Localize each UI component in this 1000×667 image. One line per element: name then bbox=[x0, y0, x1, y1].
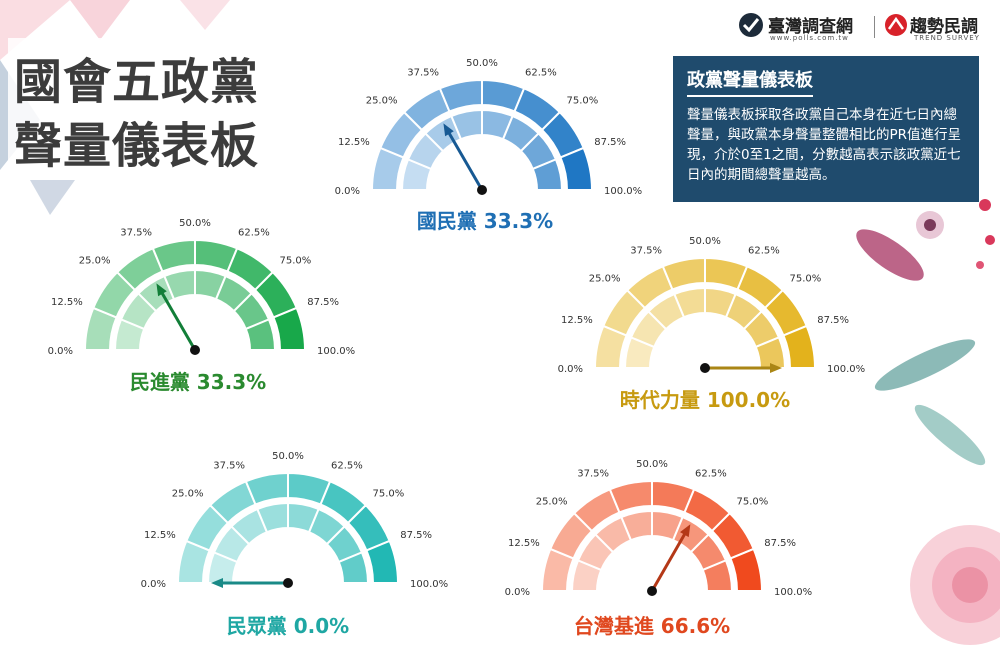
gauge-inner-segment bbox=[244, 318, 277, 351]
gauge-0: 0.0% 12.5% 25.0% 37.5% 50.0% 62.5% 75.0% 87.5% 1… bbox=[335, 58, 643, 197]
gauge-tick-label: 25.0% bbox=[79, 255, 111, 266]
logo-trend-sub: TREND SURVEY bbox=[914, 34, 980, 42]
gauge-tick-label: 100.0% bbox=[410, 579, 448, 590]
gauge-tick-label: 25.0% bbox=[589, 273, 621, 284]
gauge-needle bbox=[159, 289, 197, 351]
gauge-inner-segment bbox=[531, 158, 564, 191]
gauge-tick-label: 50.0% bbox=[466, 58, 498, 69]
gauge-tick-label: 37.5% bbox=[120, 228, 152, 239]
gauge-outer-segment bbox=[365, 539, 400, 584]
gauge-needle-head bbox=[770, 363, 782, 373]
gauge-tick-label: 87.5% bbox=[817, 315, 849, 326]
gauge-needle-head bbox=[211, 578, 223, 588]
gauge-tick-label: 12.5% bbox=[508, 538, 540, 549]
gauge-tick-label: 87.5% bbox=[400, 530, 432, 541]
logo-polls-url: www.polls.com.tw bbox=[770, 34, 849, 42]
gauge-2: 0.0% 12.5% 25.0% 37.5% 50.0% 62.5% 75.0% 87.5% 1… bbox=[558, 236, 866, 375]
gauge-tick-label: 0.0% bbox=[48, 346, 73, 357]
gauge-party-label: 國民黨 33.3% bbox=[416, 209, 554, 233]
polls-logo-icon bbox=[739, 13, 763, 37]
gauge-party-label: 時代力量 100.0% bbox=[619, 388, 791, 412]
gauge-tick-label: 75.0% bbox=[280, 255, 312, 266]
logo-trend: 趨勢民調 bbox=[910, 17, 978, 37]
gauge-tick-label: 12.5% bbox=[144, 530, 176, 541]
logos: 臺灣調查網 www.polls.com.tw 趨勢民調 TREND SURVEY bbox=[738, 8, 1000, 48]
gauge-tick-label: 62.5% bbox=[331, 461, 363, 472]
gauge-needle-head bbox=[443, 123, 454, 137]
gauge-tick-label: 62.5% bbox=[525, 68, 557, 79]
gauge-tick-label: 87.5% bbox=[307, 297, 339, 308]
gauge-needle-head bbox=[680, 524, 691, 538]
info-box: 政黨聲量儀表板 聲量儀表板採取各政黨自己本身在近七日內總聲量，與政黨本身聲量整體… bbox=[673, 56, 979, 202]
trend-logo-icon bbox=[885, 14, 907, 36]
gauge-outer-segment bbox=[729, 547, 764, 592]
decorative-flowers bbox=[856, 199, 1000, 645]
info-body: 聲量儀表板採取各政黨自己本身在近七日內總聲量，與政黨本身聲量整體相比的PR值進行… bbox=[687, 107, 962, 183]
gauge-tick-label: 37.5% bbox=[630, 246, 662, 257]
gauge-3: 0.0% 12.5% 25.0% 37.5% 50.0% 62.5% 75.0% 87.5% 1… bbox=[141, 451, 449, 590]
logo-divider bbox=[874, 16, 875, 38]
gauge-tick-label: 37.5% bbox=[213, 461, 245, 472]
gauge-inner-segment bbox=[337, 551, 370, 584]
gauge-needle-hub bbox=[283, 578, 293, 588]
gauge-tick-label: 100.0% bbox=[317, 346, 355, 357]
gauge-tick-label: 0.0% bbox=[141, 579, 166, 590]
gauge-tick-label: 12.5% bbox=[338, 137, 370, 148]
gauge-tick-label: 50.0% bbox=[636, 459, 668, 470]
gauge-tick-label: 37.5% bbox=[407, 68, 439, 79]
gauge-outer-segment bbox=[559, 146, 594, 191]
gauge-tick-label: 50.0% bbox=[272, 451, 304, 462]
gauge-tick-label: 25.0% bbox=[172, 488, 204, 499]
gauge-tick-label: 50.0% bbox=[689, 236, 721, 247]
gauge-4: 0.0% 12.5% 25.0% 37.5% 50.0% 62.5% 75.0% 87.5% 1… bbox=[505, 459, 813, 598]
gauge-tick-label: 75.0% bbox=[567, 95, 599, 106]
gauge-tick-label: 62.5% bbox=[748, 246, 780, 257]
gauge-needle-hub bbox=[700, 363, 710, 373]
gauge-tick-label: 87.5% bbox=[764, 538, 796, 549]
gauge-tick-label: 100.0% bbox=[604, 186, 642, 197]
gauge-tick-label: 0.0% bbox=[335, 186, 360, 197]
gauge-needle-head bbox=[156, 283, 167, 297]
gauge-tick-label: 87.5% bbox=[594, 137, 626, 148]
gauge-tick-label: 0.0% bbox=[558, 364, 583, 375]
gauge-needle bbox=[650, 530, 688, 592]
gauge-needle-hub bbox=[647, 586, 657, 596]
gauge-tick-label: 75.0% bbox=[373, 488, 405, 499]
gauge-party-label: 民進黨 33.3% bbox=[129, 370, 267, 394]
info-title: 政黨聲量儀表板 bbox=[687, 66, 813, 97]
page-title-line1: 國會五政黨 bbox=[14, 54, 260, 110]
gauge-tick-label: 50.0% bbox=[179, 218, 211, 229]
gauge-needle bbox=[446, 129, 484, 191]
gauge-1: 0.0% 12.5% 25.0% 37.5% 50.0% 62.5% 75.0% 87.5% 1… bbox=[48, 218, 356, 357]
gauge-inner-segment bbox=[701, 559, 734, 592]
gauge-needle-hub bbox=[477, 185, 487, 195]
gauge-tick-label: 12.5% bbox=[561, 315, 593, 326]
gauge-needle-hub bbox=[190, 345, 200, 355]
gauge-tick-label: 0.0% bbox=[505, 587, 530, 598]
logo-polls: 臺灣調查網 bbox=[768, 17, 853, 37]
gauge-tick-label: 100.0% bbox=[774, 587, 812, 598]
page-title-line2: 聲量儀表板 bbox=[14, 118, 260, 174]
gauge-tick-label: 25.0% bbox=[366, 95, 398, 106]
gauge-tick-label: 100.0% bbox=[827, 364, 865, 375]
gauge-outer-segment bbox=[782, 324, 817, 369]
title-block: 國會五政黨 聲量儀表板 bbox=[8, 38, 270, 178]
gauge-outer-segment bbox=[272, 306, 307, 351]
gauge-tick-label: 37.5% bbox=[577, 469, 609, 480]
gauge-tick-label: 12.5% bbox=[51, 297, 83, 308]
gauge-tick-label: 75.0% bbox=[790, 273, 822, 284]
gauge-tick-label: 25.0% bbox=[536, 496, 568, 507]
gauge-tick-label: 62.5% bbox=[238, 228, 270, 239]
gauge-party-label: 民眾黨 0.0% bbox=[226, 614, 350, 638]
gauge-party-label: 台灣基進 66.6% bbox=[573, 614, 731, 638]
gauge-tick-label: 75.0% bbox=[737, 496, 769, 507]
gauge-tick-label: 62.5% bbox=[695, 469, 727, 480]
